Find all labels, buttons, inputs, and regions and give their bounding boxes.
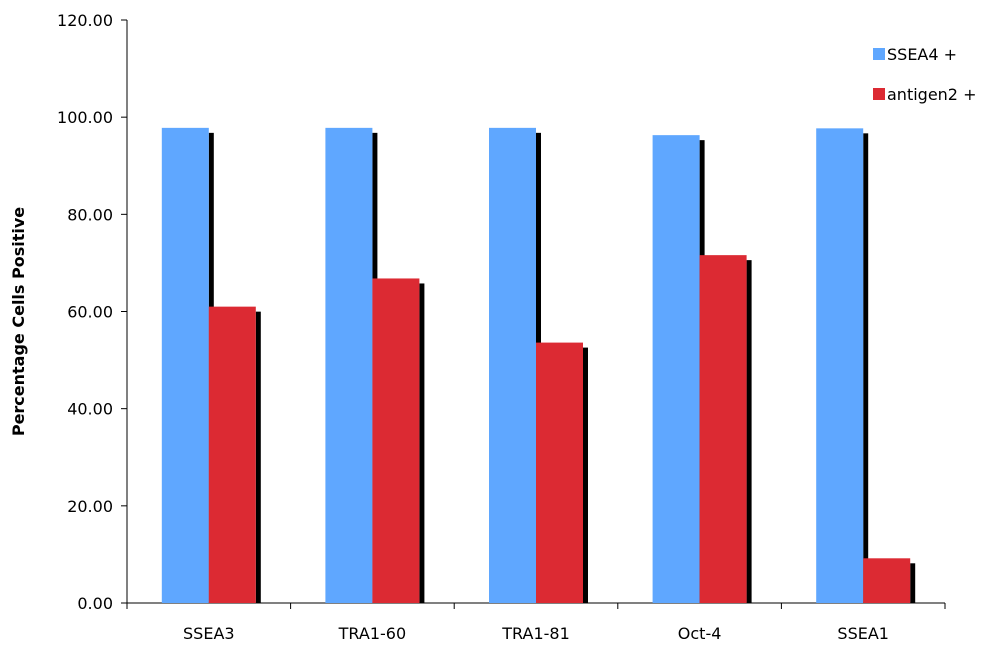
bar-shadow [255,311,261,603]
x-category-label: SSEA1 [837,624,889,643]
bar-series2 [699,255,747,604]
legend: SSEA4 + antigen2 + [873,45,976,104]
x-category-label: TRA1-81 [501,624,570,643]
y-tick-label: 20.00 [67,497,113,516]
y-tick-label: 80.00 [67,205,113,224]
legend-swatch [873,88,885,100]
y-tick-label: 60.00 [67,303,113,322]
bar-series2 [863,558,911,603]
bar-shadow [910,563,916,603]
bar-series1 [489,127,536,603]
bar-series2 [372,278,420,603]
bar-series2 [536,342,583,603]
y-tick-label: 100.00 [57,108,113,127]
y-tick-label: 0.00 [77,594,113,613]
legend-label: antigen2 + [887,85,976,104]
bars [161,127,916,604]
bar-series1 [652,135,700,603]
x-category-label: Oct-4 [678,624,722,643]
x-ticks: SSEA3 TRA1-60 TRA1-81 Oct-4 SSEA1 [126,603,946,643]
bar-shadow [583,347,588,603]
x-category-label: SSEA3 [183,624,235,643]
bar-series1 [325,127,373,603]
legend-label: SSEA4 + [887,45,957,64]
bar-shadow [419,283,425,603]
y-ticks: 0.00 20.00 40.00 60.00 80.00 100.00 120.00 [57,11,127,613]
y-axis-title: Percentage Cells Positive [9,207,28,436]
y-tick-label: 40.00 [67,400,113,419]
bar-series2 [208,306,256,603]
legend-swatch [873,48,885,60]
bar-shadow [863,133,869,604]
bar-series1 [816,128,864,604]
y-tick-label: 120.00 [57,11,113,30]
bar-series1 [161,127,209,603]
bar-shadow [746,260,752,603]
x-category-label: TRA1-60 [338,624,407,643]
